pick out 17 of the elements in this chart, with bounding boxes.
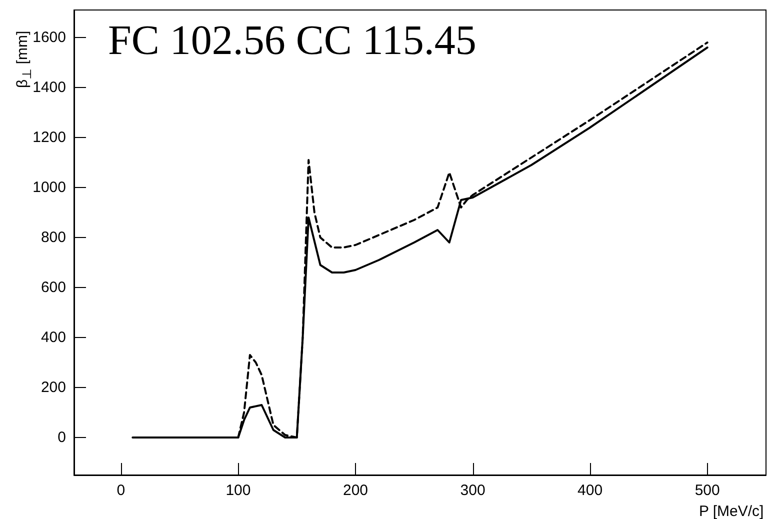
x-tick-label: 0 xyxy=(116,482,126,499)
y-tick-label: 800 xyxy=(40,229,66,246)
y-tick-label: 1400 xyxy=(32,79,66,96)
x-tick-label: 200 xyxy=(342,482,368,499)
x-axis-title: P [MeV/c] xyxy=(698,503,764,519)
x-tick-label: 100 xyxy=(226,482,251,499)
x-tick-label: 500 xyxy=(694,482,720,499)
y-tick-label: 1200 xyxy=(32,129,66,146)
y-tick-label: 1000 xyxy=(32,179,66,196)
y-tick-label: 1600 xyxy=(32,29,66,46)
x-tick-label: 400 xyxy=(578,482,603,499)
y-tick-label: 600 xyxy=(40,279,66,296)
x-tick-label: 300 xyxy=(460,482,486,499)
y-tick-label: 0 xyxy=(58,429,66,446)
y-tick-label: 200 xyxy=(40,379,66,396)
y-tick-label: 400 xyxy=(40,329,66,346)
annotation: FC 102.56 CC 115.45 xyxy=(108,18,476,64)
